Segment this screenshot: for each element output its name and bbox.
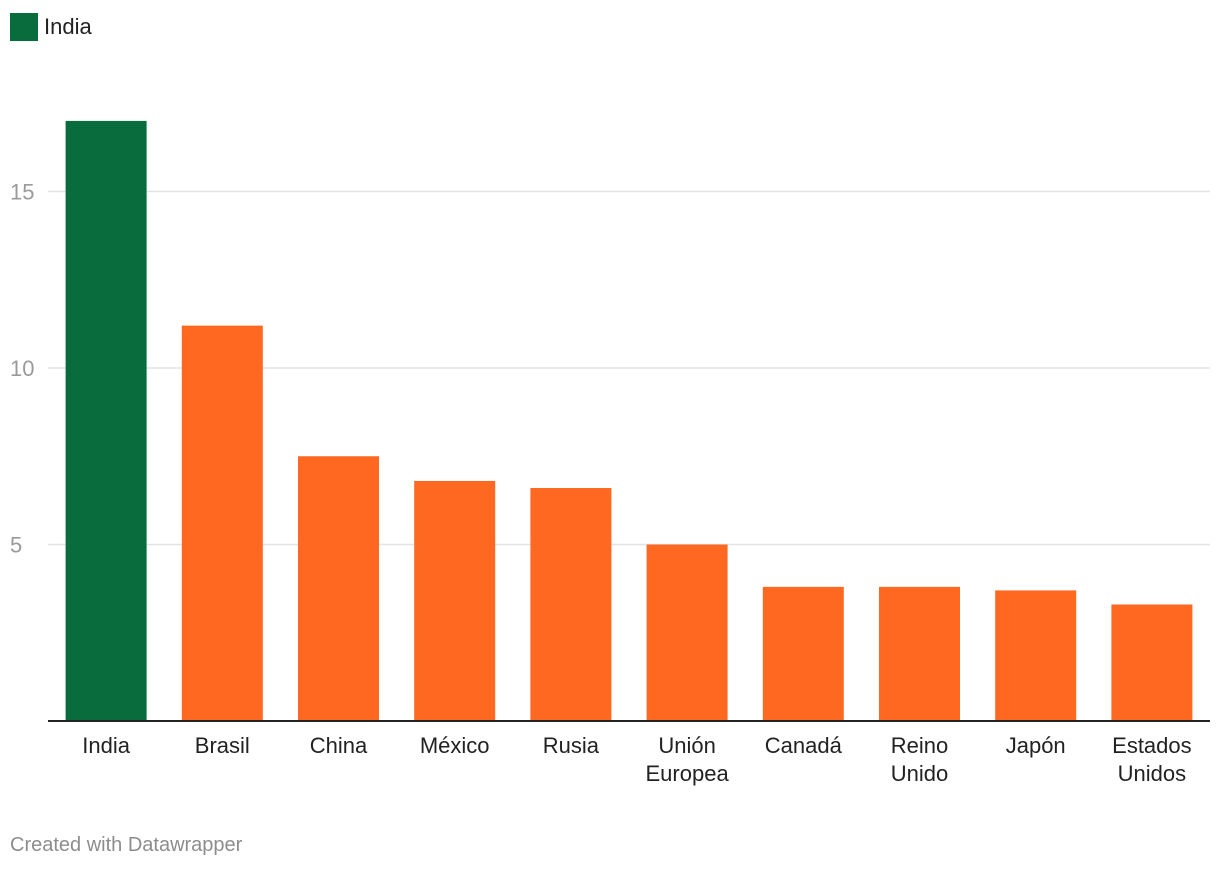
x-tick-label: Canadá xyxy=(765,733,843,758)
y-tick-label: 5 xyxy=(10,533,22,558)
y-tick-label: 15 xyxy=(10,180,34,205)
bar xyxy=(65,120,147,721)
bar xyxy=(181,325,263,721)
x-tick-label: Unión Europea xyxy=(646,733,730,786)
bar xyxy=(1111,604,1193,721)
bar xyxy=(995,590,1077,721)
bar xyxy=(414,480,496,721)
bar xyxy=(879,586,960,721)
x-tick-label: Reino Unido xyxy=(891,733,948,786)
footer-credit: Created with Datawrapper xyxy=(10,834,243,856)
y-tick-label: 10 xyxy=(10,356,34,381)
legend-swatch xyxy=(10,13,38,41)
x-tick-label: Brasil xyxy=(195,733,250,758)
bar-layer xyxy=(65,120,1193,721)
legend-label: India xyxy=(44,14,92,39)
bar xyxy=(762,586,844,721)
x-tick-label: Estados Unidos xyxy=(1112,733,1192,786)
x-tick-label: Rusia xyxy=(543,733,600,758)
label-layer: 5 10 15 India Brasil China México Rusia Unión Eur… xyxy=(10,180,1192,787)
x-tick-label: Japón xyxy=(1006,733,1066,758)
x-tick-label: México xyxy=(420,733,490,758)
x-tick-label: China xyxy=(310,733,368,758)
bar xyxy=(646,544,728,721)
x-tick-label: India xyxy=(82,733,130,758)
bar xyxy=(530,488,612,721)
legend: India xyxy=(10,13,92,41)
bar xyxy=(298,456,379,721)
